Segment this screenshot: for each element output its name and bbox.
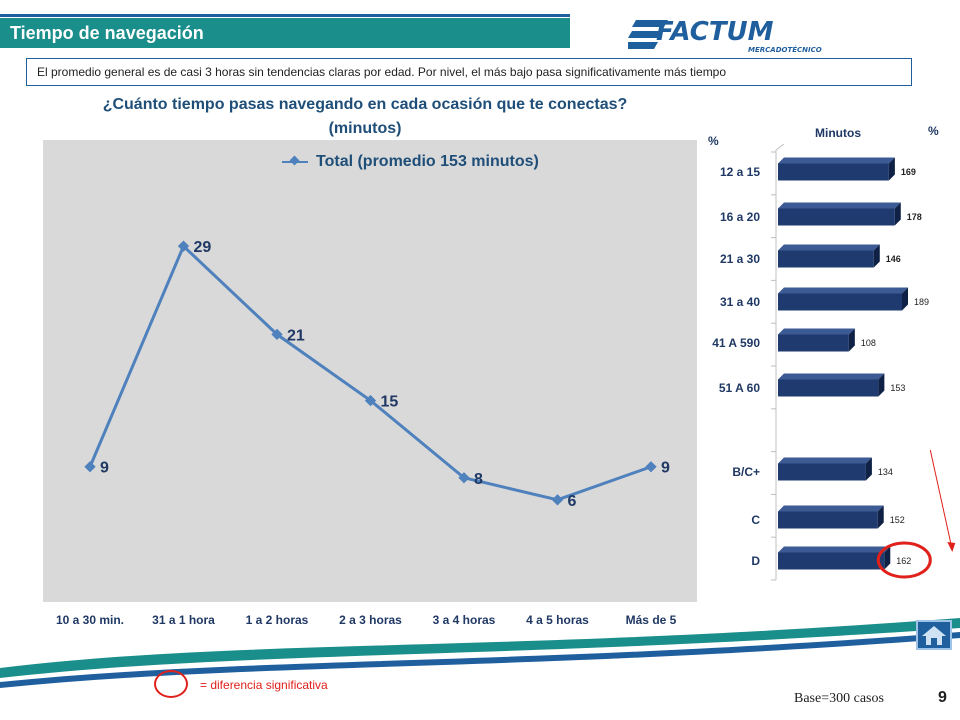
bar-category-label: 31 a 40 <box>720 295 760 309</box>
chart-title: ¿Cuánto tiempo pasas navegando en cada o… <box>40 93 690 141</box>
line-data-label: 21 <box>287 327 305 344</box>
home-icon <box>922 626 946 645</box>
bar-category-label: 12 a 15 <box>720 165 760 179</box>
line-data-label: 9 <box>100 460 109 477</box>
bar-top-face <box>778 157 895 164</box>
bar-value-label: 189 <box>914 297 929 307</box>
bar-rect <box>778 379 879 397</box>
bar-side-face <box>877 505 884 529</box>
significance-circle <box>876 541 932 579</box>
significance-legend-text: = diferencia significativa <box>200 678 328 692</box>
x-tick-label: 1 a 2 horas <box>246 613 309 627</box>
bar-value-label: 169 <box>901 167 916 177</box>
summary-box: El promedio general es de casi 3 horas s… <box>26 58 912 86</box>
bar-category-label: 41 A 590 <box>712 336 760 350</box>
bar-rect <box>778 250 874 268</box>
factum-logo: FACTUM MERCADOTÉCNICO <box>628 17 822 54</box>
bar-category-label: 16 a 20 <box>720 210 760 224</box>
bar-side-face <box>865 457 872 481</box>
line-point-marker <box>271 328 283 341</box>
page-title: Tiempo de navegación <box>0 18 570 48</box>
bar-side-face <box>873 244 880 268</box>
bar-top-face <box>778 546 891 553</box>
x-tick-label: 2 a 3 horas <box>339 613 402 627</box>
line-data-label: 29 <box>194 239 212 256</box>
bar-side-face <box>888 157 895 181</box>
bar-top-face <box>778 202 901 209</box>
footer-wave <box>0 618 960 688</box>
logo-mark <box>628 20 668 49</box>
page-number: 9 <box>938 689 947 706</box>
legend-swatch-icon <box>282 161 308 163</box>
line-point-marker <box>84 461 96 473</box>
significance-legend-icon <box>154 670 188 698</box>
bar-top-face <box>778 328 855 335</box>
x-tick-label: 31 a 1 hora <box>152 613 215 627</box>
bar-value-label: 178 <box>907 212 922 222</box>
line-data-label: 8 <box>474 471 483 488</box>
bar-header-pct-right: % <box>928 124 939 138</box>
bar-category-label: D <box>751 554 760 568</box>
home-button[interactable] <box>916 620 952 650</box>
x-tick-label: 10 a 30 min. <box>56 613 124 627</box>
bar-side-face <box>902 287 908 311</box>
bar-side-face <box>894 202 901 226</box>
bar-header-pct-left: % <box>708 134 719 148</box>
bar-value-label: 108 <box>861 338 876 348</box>
bar-category-label: B/C+ <box>732 465 760 479</box>
chart-title-main: ¿Cuánto tiempo pasas navegando en cada o… <box>102 96 628 113</box>
line-point-marker <box>177 240 190 252</box>
line-data-label: 9 <box>661 460 670 477</box>
bar-top-face <box>778 373 885 380</box>
bar-value-label: 153 <box>890 383 905 393</box>
chart-title-sub: (minutos) <box>328 120 402 137</box>
bar-rect <box>778 293 902 311</box>
bar-top-face <box>778 505 884 512</box>
bar-header-minutes: Minutos <box>815 126 861 140</box>
bar-value-label: 152 <box>890 515 905 525</box>
bar-category-label: 21 a 30 <box>720 252 760 266</box>
x-tick-label: 3 a 4 horas <box>433 613 496 627</box>
line-chart-plot-area <box>43 140 697 602</box>
bar-rect <box>778 511 878 529</box>
bar-rect <box>778 334 849 352</box>
bar-rect <box>778 463 866 481</box>
line-point-marker <box>364 394 377 407</box>
bar-category-label: C <box>751 513 760 527</box>
bar-category-label: 51 A 60 <box>719 381 760 395</box>
line-series-total <box>88 243 652 502</box>
bar-top-face <box>778 287 908 294</box>
bar-axis-cap <box>775 143 785 151</box>
header-rule <box>0 14 570 17</box>
x-tick-label: 4 a 5 horas <box>526 613 589 627</box>
x-tick-label: Más de 5 <box>626 613 677 627</box>
bar-rect <box>778 552 885 570</box>
bar-rect <box>778 163 889 181</box>
logo-sub: MERCADOTÉCNICO <box>748 45 822 54</box>
significance-arrow-head <box>947 542 956 552</box>
bar-value-label: 134 <box>878 467 893 477</box>
bar-value-label: 146 <box>886 254 901 264</box>
bar-top-face <box>778 244 880 251</box>
legend-label: Total (promedio 153 minutos) <box>316 153 539 170</box>
line-point-marker <box>551 494 564 506</box>
bar-value-label: 162 <box>896 556 911 566</box>
bar-chart: 12 a 15 169 16 a 20 178 21 a 30 146 31 a 40 189… <box>712 143 956 581</box>
bar-side-face <box>878 373 885 397</box>
significance-arrow-line <box>929 449 953 551</box>
line-data-label: 15 <box>381 394 399 411</box>
logo-brand: FACTUM <box>656 17 774 47</box>
line-point-marker <box>458 472 470 484</box>
bar-side-face <box>884 546 891 570</box>
bar-rect <box>778 208 895 226</box>
base-note: Base=300 casos <box>794 691 884 706</box>
line-chart-legend: Total (promedio 153 minutos) <box>282 150 539 174</box>
line-data-label: 6 <box>568 493 577 510</box>
bar-top-face <box>778 457 872 464</box>
bar-side-face <box>848 328 855 352</box>
line-point-marker <box>645 461 657 473</box>
